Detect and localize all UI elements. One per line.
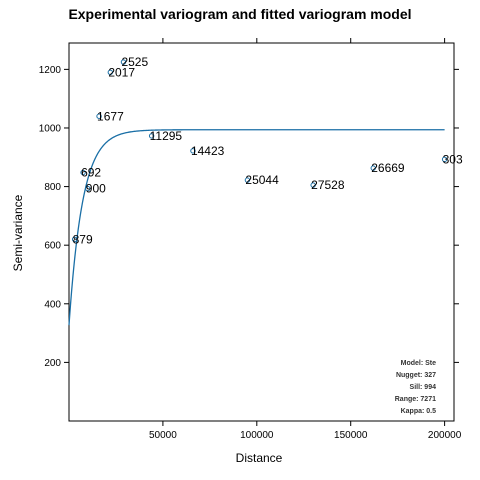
data-point — [120, 59, 127, 65]
data-point-label: 2017 — [108, 65, 135, 79]
data-point-label: 692 — [81, 166, 101, 180]
data-point-label: 14423 — [191, 144, 225, 158]
data-point — [107, 69, 114, 76]
data-point-label: 879 — [73, 232, 93, 246]
data-point-label: 303 — [443, 152, 463, 166]
x-axis-ticks: 50000 100000 150000 200000 — [149, 38, 462, 441]
data-point — [96, 113, 102, 119]
fitted-model-curve — [68, 129, 445, 326]
y-axis-label: Semi-variance — [11, 194, 25, 271]
data-point — [85, 185, 91, 192]
x-tick-label: 50000 — [149, 430, 177, 441]
y-tick-label: 1200 — [39, 65, 62, 76]
fitted-model-curve-group — [68, 129, 445, 326]
data-point — [190, 148, 196, 154]
data-point — [244, 177, 251, 183]
model-info-box: Model: Ste Nugget: 327 Sill: 994 Range: 727… — [395, 360, 436, 415]
chart-title: Experimental variogram and fitted variog… — [68, 6, 411, 22]
data-point-label: 25044 — [245, 173, 279, 187]
x-tick-label: 200000 — [428, 430, 462, 441]
model-info-line: Kappa: 0.5 — [401, 408, 437, 415]
data-point — [80, 169, 86, 176]
plot-frame — [68, 42, 455, 422]
y-axis-ticks: 200 400 600 800 1000 1200 — [39, 65, 459, 369]
data-point-label: 2525 — [121, 55, 148, 69]
data-point — [310, 182, 316, 188]
y-tick-label: 200 — [44, 358, 61, 369]
data-point-label: 27528 — [311, 178, 345, 192]
data-point-label: 26669 — [371, 161, 405, 175]
data-point — [71, 236, 78, 243]
y-tick-label: 400 — [44, 299, 61, 310]
data-point — [370, 165, 376, 171]
y-tick-label: 1000 — [39, 123, 62, 134]
data-point — [441, 156, 448, 163]
x-tick-label: 100000 — [240, 430, 274, 441]
data-point-label: 11295 — [150, 129, 183, 143]
model-info-line: Sill: 994 — [410, 384, 437, 391]
model-info-line: Range: 7271 — [395, 396, 436, 403]
y-tick-label: 600 — [44, 241, 61, 252]
data-point-label: 900 — [86, 182, 106, 196]
y-tick-label: 800 — [44, 182, 61, 193]
x-axis-label: Distance — [236, 451, 283, 465]
model-info-line: Model: Ste — [401, 360, 436, 367]
x-tick-label: 150000 — [334, 430, 368, 441]
model-info-line: Nugget: 327 — [396, 372, 436, 379]
data-point-label: 1677 — [97, 109, 124, 123]
data-point — [148, 133, 155, 139]
plot-border — [68, 42, 455, 422]
